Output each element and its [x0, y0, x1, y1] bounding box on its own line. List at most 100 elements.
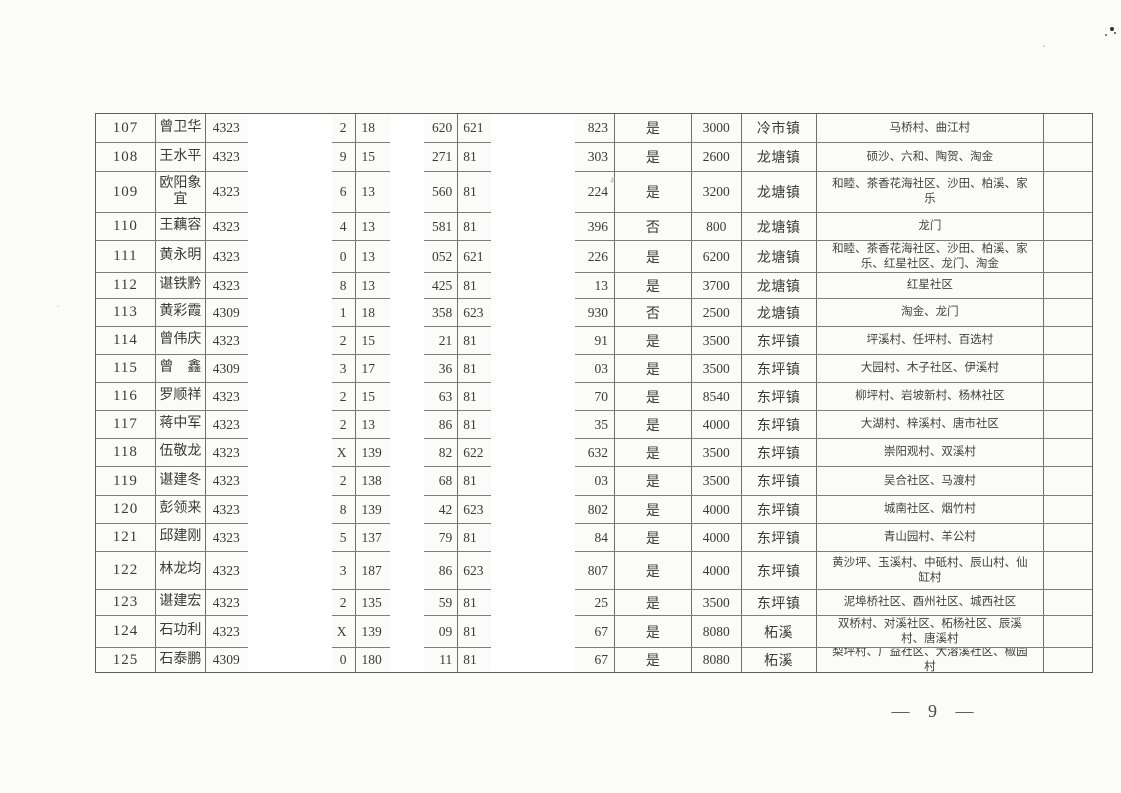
cell-row-number: 117: [96, 411, 156, 438]
cell-town: 东坪镇: [742, 327, 817, 354]
cell-approved-flag: 是: [615, 524, 692, 551]
cell-town: 东坪镇: [742, 383, 817, 410]
cell-bank-account: 81 303: [458, 143, 615, 171]
id-number-suffix: 0: [339, 248, 347, 264]
cell-remark: [1044, 467, 1092, 495]
phone-prefix: 139: [361, 623, 382, 639]
id-number-prefix: 4323: [212, 120, 240, 135]
cell-remark: [1044, 648, 1092, 672]
cell-villages: 马桥村、曲江村: [817, 114, 1045, 142]
cell-row-number: 119: [96, 467, 156, 495]
cell-id-number: 4309 3: [206, 355, 356, 382]
cell-phone: 15 271: [356, 143, 459, 171]
id-number-prefix: 4323: [212, 594, 240, 610]
cell-name: 曾 鑫: [156, 355, 206, 382]
cell-villages: 崇阳观村、双溪村: [817, 439, 1045, 466]
cell-approved-flag: 是: [615, 355, 692, 382]
cell-phone: 139 82: [356, 439, 459, 466]
id-number-prefix: 4323: [212, 248, 240, 264]
cell-amount: 2600: [692, 143, 742, 171]
cell-name: 彭领来: [156, 496, 206, 523]
phone-suffix: 59: [438, 594, 453, 610]
phone-prefix: 139: [361, 444, 382, 460]
cell-town: 东坪镇: [742, 524, 817, 551]
table-row: 114 曾伟庆 4323 2 15 21 81 91 是 3500 东坪镇 坪溪…: [96, 327, 1092, 355]
cell-approved-flag: 是: [615, 496, 692, 523]
cell-amount: 3700: [692, 273, 742, 298]
bank-account-prefix: 81: [463, 416, 477, 432]
cell-approved-flag: 是: [615, 143, 692, 171]
cell-villages: 大园村、木子社区、伊溪村: [817, 355, 1045, 382]
cell-id-number: 4323 5: [206, 524, 356, 551]
cell-phone: 13 86: [356, 411, 459, 438]
phone-suffix: 86: [438, 416, 453, 432]
cell-villages: 淘金、龙门: [817, 299, 1045, 326]
cell-name: 石功利: [156, 616, 206, 647]
bank-account-prefix: 622: [463, 444, 484, 460]
cell-bank-account: 81 396: [458, 213, 615, 240]
id-number-suffix: 2: [339, 120, 347, 135]
phone-suffix: 11: [439, 652, 453, 667]
cell-approved-flag: 是: [615, 327, 692, 354]
cell-row-number: 125: [96, 648, 156, 672]
id-number-suffix: 2: [339, 332, 347, 348]
redaction-band-phone: [390, 115, 424, 671]
table-row: 107 曾卫华 4323 2 18 620 621 823 是 3000 冷市镇…: [96, 114, 1092, 143]
cell-row-number: 118: [96, 439, 156, 466]
phone-prefix: 137: [361, 529, 382, 545]
cell-name: 罗顺祥: [156, 383, 206, 410]
id-number-prefix: 4323: [212, 473, 240, 488]
cell-villages: 大湖村、梓溪村、唐市社区: [817, 411, 1045, 438]
cell-name: 谌建冬: [156, 467, 206, 495]
phone-suffix: 68: [438, 473, 453, 488]
cell-remark: [1044, 383, 1092, 410]
cell-approved-flag: 是: [615, 172, 692, 212]
cell-bank-account: 81 13: [458, 273, 615, 298]
phone-prefix: 15: [361, 388, 376, 404]
cell-row-number: 114: [96, 327, 156, 354]
table-row: 120 彭领来 4323 8 139 42 623 802 是 4000 东坪镇…: [96, 496, 1092, 524]
cell-phone: 138 68: [356, 467, 459, 495]
phone-suffix: 63: [438, 388, 453, 404]
cell-phone: 17 36: [356, 355, 459, 382]
bank-account-suffix: 35: [594, 416, 608, 432]
cell-town: 东坪镇: [742, 355, 817, 382]
bank-account-suffix: 807: [587, 562, 608, 578]
cell-remark: [1044, 355, 1092, 382]
phone-suffix: 36: [438, 360, 453, 376]
cell-id-number: 4309 1: [206, 299, 356, 326]
id-number-suffix: 1: [339, 304, 347, 320]
cell-bank-account: 623 930: [458, 299, 615, 326]
cell-town: 东坪镇: [742, 590, 817, 615]
cell-town: 龙塘镇: [742, 172, 817, 212]
id-number-prefix: 4323: [212, 562, 240, 578]
cell-row-number: 108: [96, 143, 156, 171]
bank-account-suffix: 25: [594, 594, 608, 610]
cell-bank-account: 81 84: [458, 524, 615, 551]
id-number-prefix: 4323: [212, 416, 240, 432]
phone-suffix: 21: [438, 332, 453, 348]
cell-name: 石泰鹏: [156, 648, 206, 672]
cell-approved-flag: 是: [615, 590, 692, 615]
table-row: 118 伍敬龙 4323 X 139 82 622 632 是 3500 东坪镇…: [96, 439, 1092, 467]
phone-suffix: 86: [438, 562, 453, 578]
cell-bank-account: 81 25: [458, 590, 615, 615]
cell-amount: 3500: [692, 590, 742, 615]
cell-name: 谌建宏: [156, 590, 206, 615]
cell-bank-account: 81 224: [458, 172, 615, 212]
phone-prefix: 13: [361, 184, 376, 199]
cell-id-number: 4323 4: [206, 213, 356, 240]
id-number-suffix: 2: [339, 594, 347, 610]
cell-amount: 3200: [692, 172, 742, 212]
bank-account-suffix: 930: [587, 304, 608, 320]
cell-id-number: 4323 2: [206, 590, 356, 615]
cell-id-number: 4323 2: [206, 383, 356, 410]
phone-prefix: 15: [361, 149, 376, 164]
cell-row-number: 109: [96, 172, 156, 212]
bank-account-prefix: 81: [463, 360, 477, 376]
phone-prefix: 13: [361, 277, 376, 293]
cell-villages: 青山园村、羊公村: [817, 524, 1045, 551]
cell-id-number: 4323 2: [206, 411, 356, 438]
cell-approved-flag: 是: [615, 439, 692, 466]
cell-bank-account: 622 632: [458, 439, 615, 466]
